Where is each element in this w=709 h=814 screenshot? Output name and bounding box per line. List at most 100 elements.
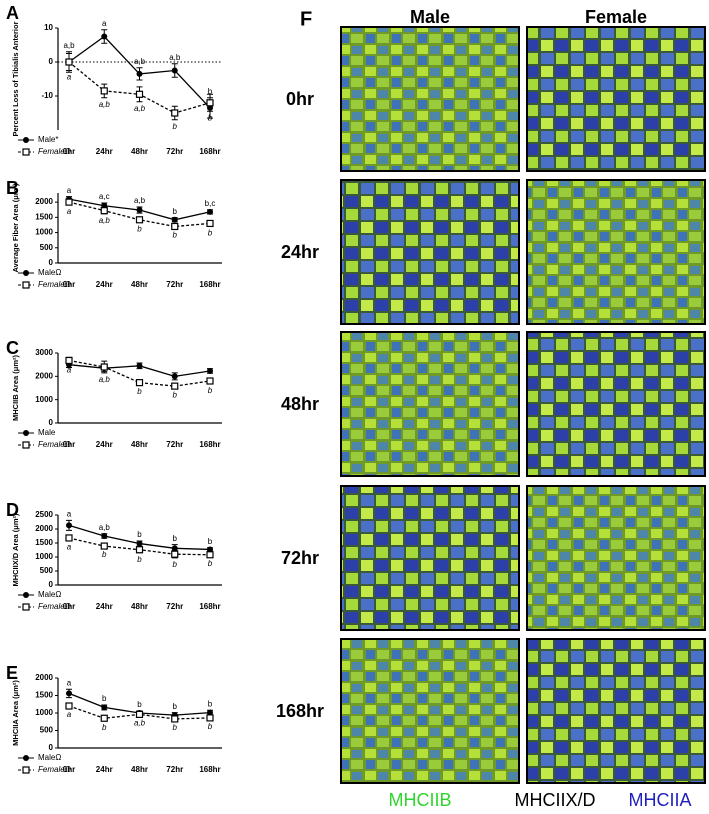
significance-label: b [173, 122, 178, 131]
marker [101, 533, 108, 539]
x-tick-label: 48hr [131, 280, 148, 289]
significance-label: a,b [134, 104, 146, 113]
significance-label: a [102, 19, 107, 28]
y-tick-label: 500 [40, 243, 54, 252]
series-line [68, 359, 211, 387]
legend-label: FemaleΩ [38, 602, 71, 611]
marker [135, 379, 144, 387]
x-tick-label: 48hr [131, 765, 148, 774]
micrograph [526, 26, 706, 172]
marker [206, 219, 214, 228]
micrograph [340, 26, 520, 172]
marker [207, 367, 213, 374]
y-tick-label: 2000 [35, 371, 53, 380]
significance-label: b [208, 559, 213, 568]
significance-label: a,b [63, 41, 75, 50]
y-tick-label: 1000 [35, 228, 53, 237]
significance-label: b [173, 702, 178, 711]
marker [23, 270, 29, 276]
marker [100, 363, 108, 371]
y-axis-label: MHCIIA Area (μm²) [11, 680, 20, 746]
x-tick-label: 72hr [166, 147, 183, 156]
significance-label: b [208, 386, 213, 395]
y-tick-label: 1000 [35, 708, 53, 717]
panel-label: F [300, 8, 312, 30]
legend-label: FemaleΩ [38, 147, 71, 156]
y-axis-label: MHCIIX/D Area (μm²) [11, 513, 20, 587]
marker [136, 207, 143, 214]
marker [171, 550, 179, 558]
marker [100, 542, 108, 550]
marker [207, 546, 213, 553]
y-tick-label: 2000 [35, 673, 53, 682]
micrograph [526, 638, 706, 784]
x-tick-label: 0hr [63, 765, 75, 774]
micrograph [340, 638, 520, 784]
x-tick-label: 168hr [199, 280, 220, 289]
significance-label: b [137, 224, 142, 233]
x-tick-label: 168hr [199, 765, 220, 774]
marker [23, 430, 29, 436]
y-axis-label: Percent Loss of Tibialis Anterior [11, 21, 20, 136]
significance-label: b [208, 537, 213, 546]
column-label: Female [585, 7, 647, 27]
y-tick-label: 1000 [35, 395, 53, 404]
legend-label: MaleΩ [38, 590, 61, 599]
y-tick-label: 0 [49, 57, 54, 66]
significance-label: b [137, 555, 142, 564]
x-tick-label: 168hr [199, 440, 220, 449]
y-tick-label: 3000 [35, 348, 53, 357]
significance-label: b [102, 550, 107, 559]
x-tick-label: 168hr [199, 602, 220, 611]
significance-label: a,b [134, 196, 146, 205]
marker [100, 87, 108, 95]
marker [22, 603, 30, 611]
x-tick-label: 48hr [131, 602, 148, 611]
legend-label: FemaleΩ [38, 280, 71, 289]
marker [23, 755, 29, 761]
significance-label: a [67, 366, 72, 375]
marker [171, 222, 179, 231]
significance-label: b [208, 722, 213, 731]
marker [135, 546, 144, 554]
significance-label: a [67, 710, 72, 719]
micrograph [526, 331, 706, 477]
marker [171, 109, 179, 117]
significance-label: a [67, 186, 72, 195]
marker [22, 148, 30, 156]
micrograph [340, 179, 520, 325]
x-tick-label: 0hr [63, 440, 75, 449]
significance-label: b [102, 723, 107, 732]
row-label: 0hr [286, 89, 314, 109]
significance-label: a [67, 73, 72, 82]
marker [65, 356, 73, 365]
row-label: 168hr [276, 701, 324, 721]
marker [22, 441, 30, 449]
x-tick-label: 72hr [166, 765, 183, 774]
significance-label: b [137, 700, 142, 709]
stain-legend: MHCIIA [629, 790, 692, 810]
significance-label: a,b [134, 57, 146, 66]
legend-label: MaleΩ [38, 268, 61, 277]
marker [171, 67, 178, 74]
significance-label: a,c [99, 192, 110, 201]
x-tick-label: 24hr [96, 147, 113, 156]
marker [207, 709, 213, 716]
significance-label: a [67, 207, 72, 216]
y-tick-label: 500 [40, 566, 54, 575]
x-tick-label: 48hr [131, 440, 148, 449]
y-tick-label: 0 [49, 258, 54, 267]
marker [23, 592, 29, 598]
marker [65, 534, 73, 542]
y-tick-label: 2000 [35, 197, 53, 206]
y-tick-label: 1500 [35, 691, 53, 700]
significance-label: a,b [134, 718, 146, 727]
y-tick-label: 0 [49, 743, 54, 752]
y-tick-label: 500 [40, 726, 54, 735]
legend-label: FemaleΩ [38, 765, 71, 774]
